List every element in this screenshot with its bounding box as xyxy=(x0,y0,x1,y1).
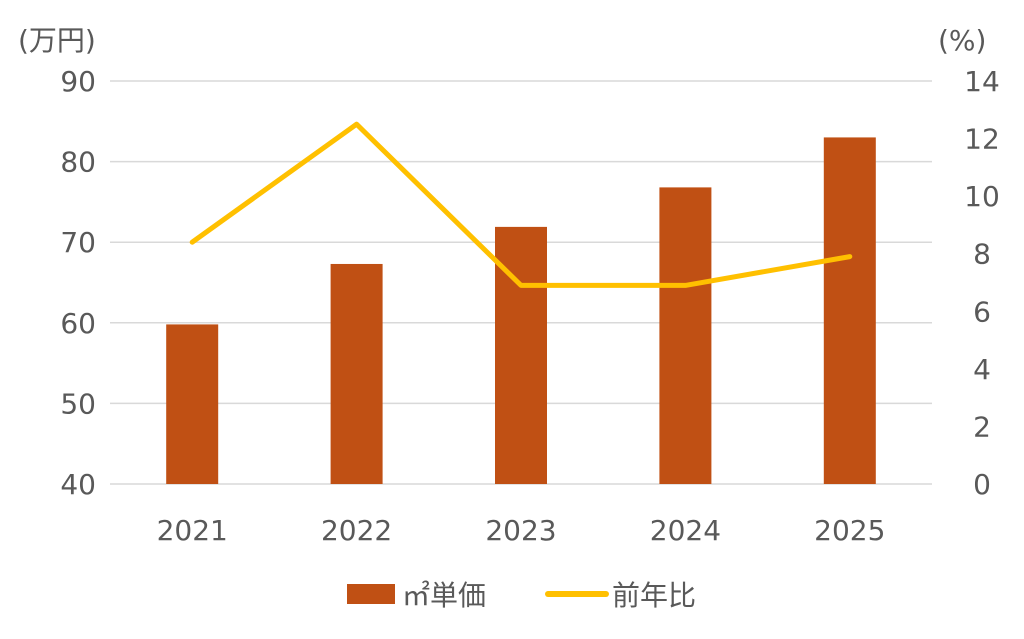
bar xyxy=(823,137,876,485)
right-tick-label: 12 xyxy=(964,123,1000,156)
legend-label-line: 前年比 xyxy=(612,579,696,612)
left-tick-label: 90 xyxy=(60,65,96,98)
left-axis-unit: (万円) xyxy=(18,24,96,57)
bar xyxy=(166,324,219,484)
bar-series xyxy=(166,137,876,485)
left-axis-ticks: 90 80 70 60 50 40 xyxy=(60,65,96,501)
left-tick-label: 60 xyxy=(60,307,96,340)
legend-swatch-bar xyxy=(347,584,395,604)
right-tick-label: 4 xyxy=(973,353,991,386)
x-tick-label: 2023 xyxy=(485,514,556,547)
right-tick-label: 6 xyxy=(973,295,991,328)
x-axis-ticks: 2021 2022 2023 2024 2025 xyxy=(157,514,886,547)
right-tick-label: 2 xyxy=(973,410,991,443)
x-tick-label: 2024 xyxy=(650,514,721,547)
legend: ㎡単価 前年比 xyxy=(347,579,696,612)
bar xyxy=(659,187,712,484)
left-tick-label: 70 xyxy=(60,226,96,259)
left-tick-label: 50 xyxy=(60,387,96,420)
x-tick-label: 2025 xyxy=(814,514,885,547)
right-tick-label: 0 xyxy=(973,468,991,501)
legend-label-bar: ㎡単価 xyxy=(402,579,486,612)
right-tick-label: 10 xyxy=(964,180,1000,213)
left-tick-label: 80 xyxy=(60,146,96,179)
x-tick-label: 2021 xyxy=(157,514,228,547)
right-axis-unit: (%) xyxy=(938,24,986,57)
x-tick-label: 2022 xyxy=(321,514,392,547)
right-axis-ticks: 14 12 10 8 6 4 2 0 xyxy=(964,65,1000,501)
line-series xyxy=(189,121,853,288)
right-tick-label: 8 xyxy=(973,238,991,271)
bar xyxy=(330,263,383,484)
right-tick-label: 14 xyxy=(964,65,1000,98)
left-tick-label: 40 xyxy=(60,468,96,501)
